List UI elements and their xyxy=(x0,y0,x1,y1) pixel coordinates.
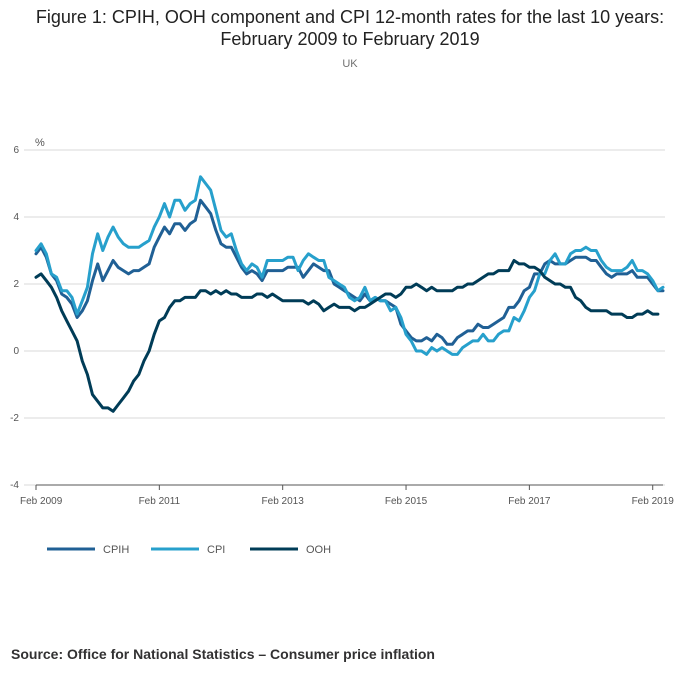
grid-layer xyxy=(24,149,665,486)
y-tick-label: 0 xyxy=(13,346,19,357)
series-line-ooh xyxy=(34,259,660,413)
line-chart: -4 -2 0 2 4 6% Feb 2009 Feb 2011 Feb 2013 Feb 201… xyxy=(10,137,674,556)
series-line-cpi xyxy=(34,175,665,356)
series-layer xyxy=(34,175,665,413)
legend-label-cpi: CPI xyxy=(207,544,225,556)
legend-label-ooh: OOH xyxy=(306,544,331,556)
y-axis-label: % xyxy=(35,137,45,149)
source-note: Source: Office for National Statistics –… xyxy=(11,646,435,662)
axis-layer: -4 -2 0 2 4 6% Feb 2009 Feb 2011 Feb 2013 Feb 201… xyxy=(10,137,674,507)
x-tick-label: Feb 2019 xyxy=(632,496,675,507)
y-tick-label: 4 xyxy=(13,212,19,223)
y-tick-label: 2 xyxy=(13,279,19,290)
legend-label-cpih: CPIH xyxy=(103,544,129,556)
y-tick-label: -4 xyxy=(10,480,19,491)
x-tick-label: Feb 2015 xyxy=(385,496,428,507)
x-tick-label: Feb 2013 xyxy=(262,496,305,507)
x-tick-label: Feb 2017 xyxy=(508,496,551,507)
chart-subtitle: UK xyxy=(342,58,358,70)
x-tick-label: Feb 2009 xyxy=(20,496,63,507)
chart-title: Figure 1: CPIH, OOH component and CPI 12… xyxy=(35,7,665,49)
y-tick-label: -2 xyxy=(10,413,19,424)
x-tick-label: Feb 2011 xyxy=(139,496,181,507)
y-tick-label: 6 xyxy=(13,145,19,156)
series-line-cpih xyxy=(34,198,665,346)
legend: CPIH CPI OOH xyxy=(47,544,331,556)
